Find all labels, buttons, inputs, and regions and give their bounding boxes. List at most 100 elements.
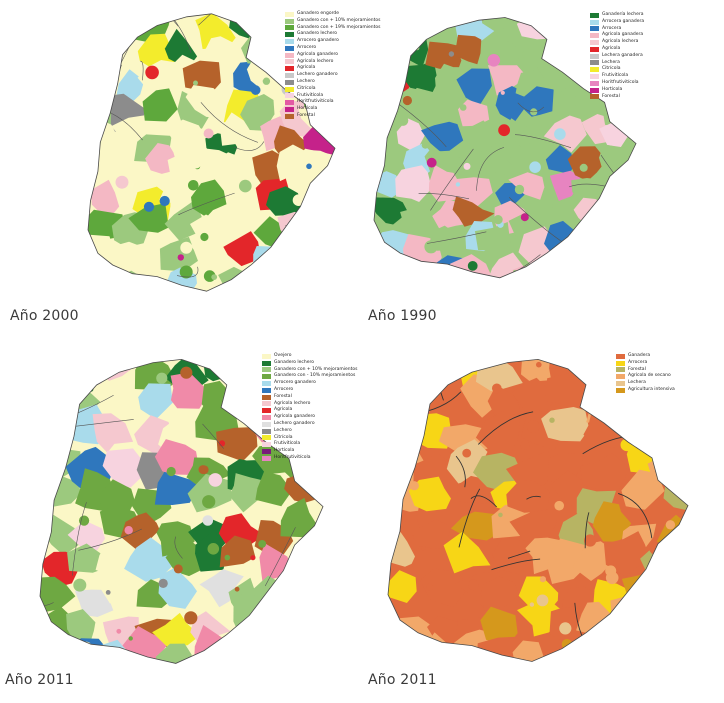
department-boundary [285,225,332,260]
land-use-patch [254,71,265,81]
legend-item: Arrocera [590,26,644,33]
land-use-region [170,372,207,409]
legend-item: Ganadero con + 10% mejoramientos [262,367,357,374]
land-use-patch [45,632,57,645]
land-use-patch [193,80,198,86]
department-boundary [514,134,572,148]
land-use-region [279,270,316,292]
land-use-patch [397,115,409,126]
legend-swatch [285,79,294,85]
land-use-patch [208,473,223,487]
map-panel-2000: Ganadero engorde Ganadero con + 10% mejor… [0,0,380,340]
legend-swatch [590,53,599,59]
legend-swatch [285,11,294,17]
land-use-patch [43,359,51,364]
land-use-region [294,539,323,576]
land-use-region [512,640,544,662]
land-use-patch [170,173,179,182]
land-use-region [545,145,574,174]
legend-item: Lechero ganadero [262,421,357,428]
land-use-patch [427,219,433,226]
legend-label: Forestal [274,393,292,399]
legend-label: Agrícola de secano [628,373,671,379]
land-use-patch [250,85,261,95]
legend-label: Arrocera ganadera [602,18,645,24]
land-use-region [109,270,146,292]
land-use-region [266,186,303,216]
land-use-patch [391,477,400,487]
land-use-patch [79,641,93,655]
land-use-region [216,208,255,240]
land-use-regions [388,359,688,662]
land-use-patch [520,213,529,222]
land-use-patch [635,626,644,636]
land-use-region [480,17,516,35]
department-boundary [176,266,199,278]
land-use-region [90,41,121,72]
land-use-patch [629,413,639,423]
land-use-region [545,35,580,68]
legend-label: Arrocero ganadero [297,38,339,44]
legend-label: Citrícola [602,66,621,72]
land-use-patch [234,586,240,592]
legend-swatch [262,449,271,455]
legend-swatch [262,401,271,407]
department-boundary [418,192,470,200]
land-use-patch [188,180,199,191]
land-use-region [154,439,200,475]
land-use-patch [620,212,629,220]
land-use-region [474,222,511,252]
land-use-region [604,531,650,577]
land-use-patch [589,384,595,390]
land-use-patch [211,274,218,280]
land-use-region [258,607,301,641]
legend-label: Ganadero lechero [297,31,338,37]
legend-item: Agrícola ganadera [590,32,644,39]
department-boundary [198,13,250,26]
legend-label: Ganadería lechera [602,12,644,17]
land-use-patch [455,182,461,187]
legend-label: Forestal [602,93,620,99]
land-use-patch [200,232,209,242]
land-use-patch [421,141,429,149]
legend-label: Arrocera [602,25,622,31]
land-use-patch [487,54,501,67]
legend-item: Agrícola de secano [616,373,675,380]
legend-swatch [285,39,294,45]
land-use-patch [171,168,178,174]
land-use-patch [72,366,79,373]
land-use-region [98,569,141,608]
land-use-region [592,501,632,542]
legend-item: Arrocero [262,387,357,394]
land-use-patch [584,534,597,547]
land-use-patch [625,138,635,148]
land-use-patch [441,460,446,465]
land-use-region [374,197,409,225]
legend-label: Agrícola lechera [602,39,639,45]
legend-item: Lechero [285,79,380,86]
legend-label: Agrícola [602,45,621,51]
legend-item: Forestal [262,394,357,401]
land-use-patch [88,20,97,29]
legend-item: Hortícola [590,87,644,94]
legend-label: Frutivitícola [297,92,324,98]
legend-item: Ovejero [262,353,357,360]
legend-label: Ganadero con + 19% mejoramientos [297,24,381,30]
land-use-region [388,388,430,425]
land-use-patch [239,179,252,193]
land-use-patch [228,177,240,189]
legend-label: Ganadero con + 10% mejoramientos [297,17,381,23]
land-use-region [475,410,521,453]
land-use-patch [547,21,561,36]
land-use-patch [202,495,216,509]
land-use-region [522,86,554,117]
legend-label: Lechera ganadera [602,52,643,58]
legend-item: Arrocera [616,360,675,367]
legend-label: Horitfrutivitícola [297,99,334,105]
land-use-patch [448,51,455,57]
land-use-patch [115,175,129,189]
legend-label: Ganadero engorde [297,11,340,16]
land-use-patch [228,374,236,381]
land-use-patch [390,27,401,38]
legend-swatch [285,86,294,92]
